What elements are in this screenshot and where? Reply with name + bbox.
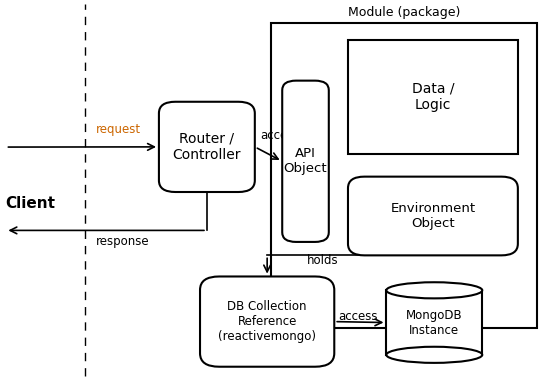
- Text: Module (package): Module (package): [348, 6, 460, 19]
- FancyBboxPatch shape: [159, 102, 255, 192]
- FancyBboxPatch shape: [200, 276, 334, 367]
- Text: DB Collection
Reference
(reactivemongo): DB Collection Reference (reactivemongo): [218, 300, 316, 343]
- Text: access: access: [339, 310, 378, 323]
- Text: Data /
Logic: Data / Logic: [412, 82, 454, 112]
- Text: API
Object: API Object: [284, 147, 327, 175]
- Text: holds: holds: [307, 254, 339, 267]
- FancyBboxPatch shape: [271, 23, 537, 328]
- Ellipse shape: [386, 347, 482, 363]
- Text: access: access: [260, 129, 300, 142]
- FancyBboxPatch shape: [348, 177, 518, 255]
- FancyBboxPatch shape: [282, 81, 329, 242]
- FancyBboxPatch shape: [348, 40, 518, 154]
- Text: response: response: [96, 235, 150, 248]
- Text: request: request: [96, 123, 141, 136]
- Text: Router /
Controller: Router / Controller: [173, 132, 241, 162]
- Text: Environment
Object: Environment Object: [390, 202, 476, 230]
- Text: MongoDB
Instance: MongoDB Instance: [406, 309, 463, 336]
- Text: Client: Client: [5, 196, 55, 211]
- FancyBboxPatch shape: [386, 290, 482, 355]
- Ellipse shape: [386, 282, 482, 298]
